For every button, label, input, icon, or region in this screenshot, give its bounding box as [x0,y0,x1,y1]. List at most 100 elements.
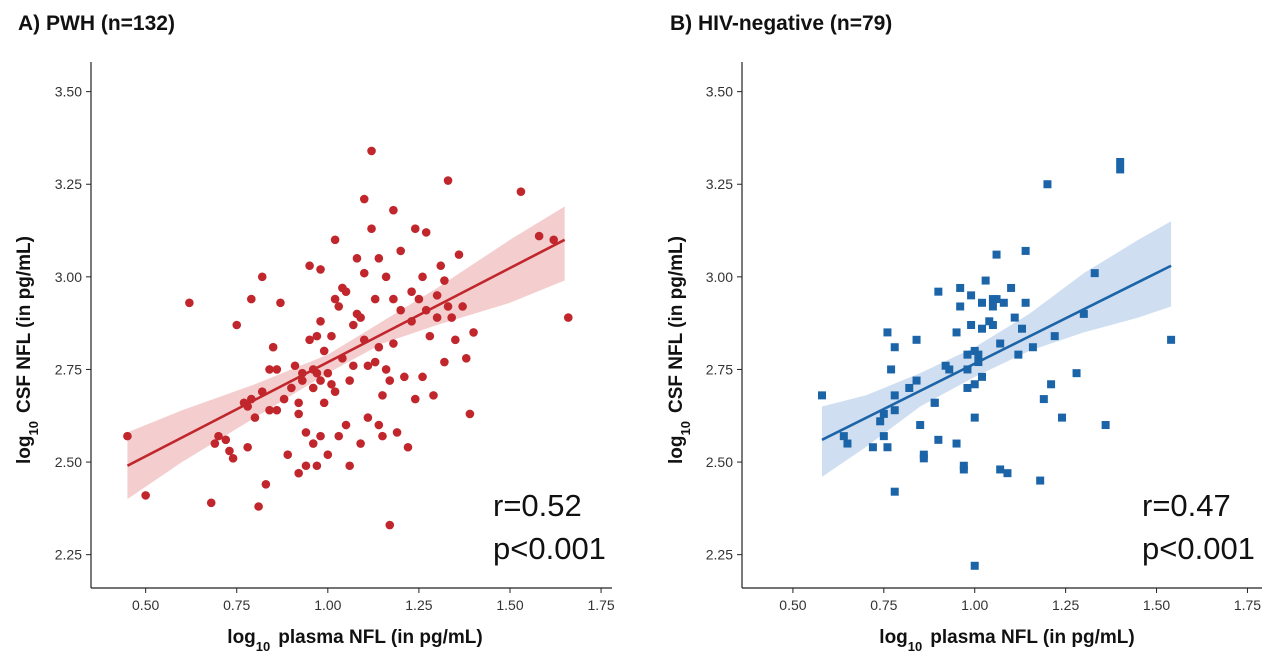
data-point [974,350,983,359]
y-axis-title: log10CSF NFL (in pg/mL) [666,236,693,464]
data-point [1018,324,1026,333]
data-point [905,383,914,392]
data-point [327,379,336,389]
data-point [443,302,453,311]
data-point [381,365,391,374]
x-axis-title: log10 plasma NFL (in pg/mL) [227,627,482,651]
data-point [265,405,274,415]
data-point [385,376,395,385]
data-point [890,406,899,415]
data-point [912,335,921,344]
data-point [359,268,369,278]
data-point [1167,335,1176,344]
scatter-plot-b: 0.50 0.75 1.00 1.25 1.50 1.75 2.25 2.50 2.75 3.00… [666,62,1262,651]
data-point [312,461,322,471]
x-tick-label: 1.75 [587,597,614,613]
data-point [563,313,573,322]
data-point [316,316,325,326]
data-point [1090,269,1099,278]
x-tick-label: 1.00 [961,597,988,613]
data-point [305,335,314,345]
data-point [283,450,293,459]
data-point [516,187,526,196]
data-point [912,376,921,385]
data-point [228,454,238,463]
data-point [312,331,322,341]
data-point [890,487,899,496]
data-point [963,383,972,392]
data-point [970,380,979,389]
data-point [363,413,373,422]
data-point [367,224,376,233]
data-point [294,468,303,478]
regression-line [126,238,566,467]
data-point [1003,469,1012,478]
data-point [992,250,1001,259]
data-point [308,439,318,448]
data-point [1058,413,1066,422]
data-point [967,291,976,300]
data-point [243,442,252,452]
confidence-band [822,221,1172,477]
y-axis-title: log10CSF NFL (in pg/mL) [14,236,41,464]
data-point [414,294,424,304]
data-point [312,368,322,378]
panel-a-pwh: A) PWH (n=132) 0.50 0.75 1.00 1.25 1.50 1.75 2… [14,12,615,651]
data-point [978,324,986,333]
data-point [316,265,325,274]
data-point [418,272,427,282]
data-point [999,298,1008,307]
data-point [305,261,314,271]
data-point [465,409,475,419]
data-point [876,417,885,426]
data-point [389,205,398,215]
p-value: p<0.001 [493,531,606,566]
data-point [916,421,925,430]
data-point [316,431,325,441]
data-point [356,313,365,322]
data-point [432,291,442,300]
data-point [890,343,899,352]
data-point [367,146,376,156]
data-point [883,443,892,452]
data-point [1050,332,1059,341]
data-point [410,224,420,233]
data-point [374,254,384,263]
data-point [963,350,972,359]
data-point [370,357,380,367]
data-point [1079,309,1088,318]
data-point [257,272,267,282]
p-value: p<0.001 [1142,531,1255,566]
data-point [185,298,194,308]
data-point [363,361,373,371]
data-point [294,409,303,419]
data-point [425,331,435,341]
data-point [349,320,358,330]
data-point [1039,395,1048,404]
y-tick-label: 3.25 [55,176,82,192]
data-point [334,431,344,441]
regression-line [821,264,1172,441]
data-point [839,432,848,441]
data-point [843,439,852,448]
y-tick-label: 2.50 [706,454,733,470]
data-point [330,387,340,396]
data-point [469,328,478,337]
data-point [316,376,325,385]
data-point [298,376,307,385]
data-point [352,254,362,263]
data-point [930,398,939,407]
panel-title: B) HIV-negative (n=79) [670,12,893,35]
data-point [1021,298,1030,307]
data-point [272,405,282,415]
data-point [890,391,899,400]
y-tick-label: 3.50 [55,84,82,100]
x-tick-label: 1.25 [405,597,432,613]
data-point [327,331,336,341]
y-tick-label: 3.00 [706,269,733,285]
data-point [1028,343,1037,352]
data-point [381,272,391,282]
data-point [1036,476,1045,485]
data-point [988,321,997,329]
data-point [341,287,351,296]
